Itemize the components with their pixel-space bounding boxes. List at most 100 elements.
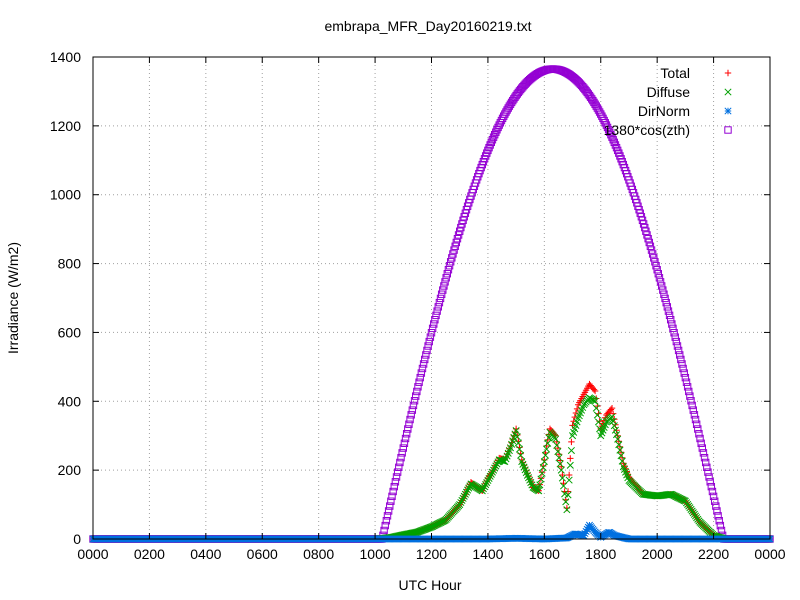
data-point — [437, 290, 446, 298]
data-point — [611, 426, 619, 434]
data-point — [404, 425, 412, 433]
data-point — [691, 415, 700, 424]
data-point — [678, 360, 686, 368]
data-point — [513, 433, 521, 441]
data-point — [480, 483, 489, 491]
data-point — [608, 133, 616, 141]
data-point — [582, 527, 590, 535]
data-point — [683, 383, 692, 391]
y-tick-label: 0 — [73, 531, 81, 547]
data-point — [426, 333, 435, 341]
data-point — [676, 351, 684, 359]
data-point — [653, 266, 661, 274]
axis-ticks: 0000 0200 0400 0600 0800 1000 1200 1400 1600 1800… — [50, 49, 786, 562]
data-point — [690, 411, 699, 419]
data-point — [701, 458, 710, 467]
data-point — [396, 458, 404, 467]
data-point — [439, 286, 447, 294]
data-point — [552, 435, 560, 443]
data-point — [606, 128, 614, 136]
data-point — [656, 278, 665, 286]
y-tick-label: 1000 — [50, 187, 81, 203]
data-point — [413, 387, 421, 396]
data-point — [554, 447, 562, 456]
data-point — [424, 342, 432, 350]
data-point — [709, 492, 718, 501]
data-point — [672, 337, 681, 346]
data-point — [490, 130, 499, 139]
data-point — [664, 307, 673, 315]
data-point — [489, 133, 498, 141]
data-point — [390, 482, 398, 491]
x-tick-label: 1000 — [360, 546, 391, 562]
x-tick-label: 0200 — [134, 546, 165, 562]
data-point — [487, 138, 496, 147]
data-point — [569, 422, 576, 429]
data-point — [580, 532, 588, 540]
data-point — [655, 274, 664, 282]
data-point — [541, 451, 550, 459]
data-point — [386, 502, 394, 510]
data-point — [527, 478, 535, 487]
data-point — [689, 406, 697, 414]
data-point — [415, 378, 423, 386]
data-point — [565, 471, 573, 479]
data-point — [661, 294, 669, 303]
x-tick-label: 0400 — [190, 546, 221, 562]
data-point — [677, 355, 685, 364]
data-point — [669, 324, 677, 333]
data-point — [442, 274, 450, 282]
y-tick-label: 200 — [58, 462, 82, 478]
data-point — [607, 406, 615, 413]
data-point — [716, 521, 725, 530]
data-point — [492, 462, 500, 470]
data-point — [558, 474, 566, 482]
data-point — [600, 417, 608, 424]
data-point — [704, 468, 712, 476]
data-point — [668, 320, 676, 328]
data-point — [609, 417, 617, 425]
data-point — [601, 119, 609, 127]
data-point — [515, 445, 524, 453]
data-point — [537, 475, 545, 483]
data-point — [694, 425, 702, 433]
data-point — [416, 373, 424, 382]
data-point — [688, 401, 696, 410]
data-point — [517, 451, 525, 459]
data-point — [592, 404, 600, 412]
data-point — [418, 364, 427, 373]
data-point — [696, 434, 704, 443]
data-point — [566, 461, 574, 469]
data-point — [700, 453, 709, 462]
x-axis-label: UTC Hour — [398, 577, 461, 593]
data-point — [450, 246, 458, 254]
data-point — [648, 250, 657, 258]
data-point — [380, 526, 388, 535]
data-point — [427, 329, 436, 337]
data-point — [484, 476, 492, 485]
data-point — [382, 517, 391, 525]
data-point — [618, 457, 626, 465]
data-point — [398, 449, 406, 457]
data-point — [563, 506, 571, 514]
data-point — [717, 526, 726, 535]
data-point — [457, 498, 465, 507]
data-point — [705, 473, 713, 481]
data-point — [603, 123, 612, 132]
data-point — [608, 413, 616, 421]
series-diffuse — [89, 394, 774, 543]
data-point — [409, 401, 418, 410]
data-point — [712, 502, 720, 510]
data-point — [682, 378, 691, 386]
data-point — [557, 466, 565, 474]
x-tick-label: 2200 — [698, 546, 729, 562]
data-point — [607, 130, 615, 139]
data-point — [405, 420, 413, 428]
data-point — [433, 307, 441, 315]
data-point — [604, 126, 613, 134]
y-tick-label: 400 — [58, 393, 82, 409]
x-tick-label: 1600 — [529, 546, 560, 562]
data-point — [614, 435, 622, 443]
data-point — [543, 445, 551, 453]
data-point — [448, 254, 456, 262]
